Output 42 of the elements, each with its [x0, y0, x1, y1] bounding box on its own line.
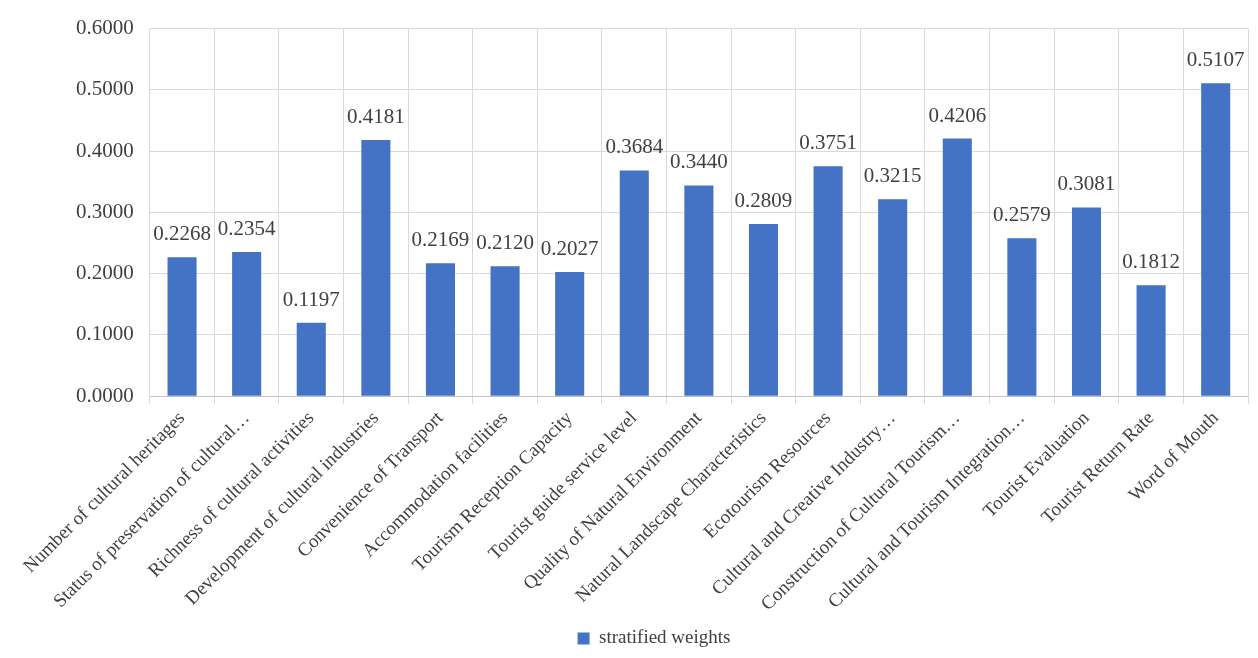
data-label: 0.2027: [540, 235, 599, 260]
y-tick-label: 0.3000: [76, 198, 134, 223]
bar: [619, 170, 649, 396]
data-label: 0.2268: [153, 221, 211, 246]
bar: [296, 322, 326, 396]
bar: [555, 271, 585, 396]
bar: [1201, 83, 1231, 396]
data-label: 0.2354: [217, 215, 277, 240]
bar: [361, 140, 391, 396]
bar: [425, 263, 455, 396]
bar: [748, 224, 779, 396]
bar: [878, 199, 908, 396]
data-label: 0.3440: [670, 149, 728, 174]
data-label: 0.1812: [1122, 249, 1180, 274]
bar: [942, 138, 972, 396]
data-label: 0.3751: [799, 130, 857, 155]
bar: [684, 185, 714, 396]
y-tick-label: 0.4000: [76, 137, 134, 162]
data-label: 0.4206: [928, 102, 987, 127]
data-label: 0.2579: [993, 202, 1051, 227]
data-label: 0.1197: [282, 286, 340, 311]
data-label: 0.3684: [605, 134, 664, 159]
bar: [167, 257, 197, 396]
data-label: 0.5107: [1186, 47, 1245, 72]
y-tick-label: 0.1000: [76, 321, 134, 346]
data-label: 0.2169: [411, 227, 470, 252]
legend-label: stratified weights: [599, 626, 731, 648]
bar: [1136, 285, 1166, 396]
y-tick-label: 0.2000: [76, 260, 134, 285]
data-label: 0.3215: [863, 163, 922, 188]
bar: [490, 266, 520, 396]
y-tick-label: 0.6000: [76, 15, 134, 40]
data-label: 0.4181: [346, 104, 405, 129]
bar: [1071, 207, 1102, 396]
bar: [232, 251, 262, 396]
y-tick-label: 0.0000: [76, 382, 134, 407]
bar: [1007, 238, 1037, 396]
data-label: 0.3081: [1057, 171, 1116, 196]
data-label: 0.2120: [476, 230, 534, 255]
y-tick-label: 0.5000: [76, 76, 134, 101]
bar: [813, 166, 843, 396]
data-label: 0.2809: [734, 188, 793, 213]
